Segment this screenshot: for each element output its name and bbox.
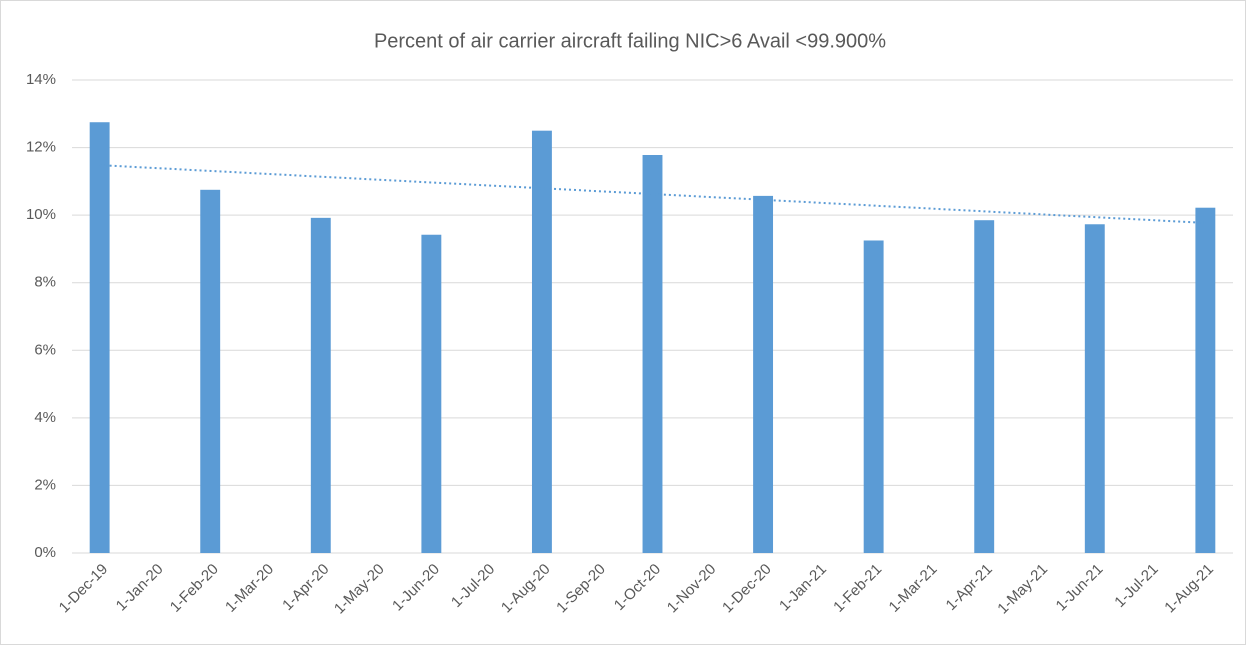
chart-title: Percent of air carrier aircraft failing …	[374, 30, 886, 52]
bar	[863, 240, 884, 553]
bar	[89, 122, 110, 553]
bar	[753, 195, 774, 553]
y-tick-label: 2%	[34, 476, 56, 493]
bar	[642, 155, 663, 554]
bar	[421, 234, 442, 553]
bar	[200, 189, 221, 553]
bar	[310, 217, 331, 554]
bar	[531, 130, 552, 553]
y-tick-label: 8%	[34, 274, 56, 291]
y-tick-label: 10%	[26, 206, 56, 223]
y-tick-label: 14%	[26, 71, 56, 88]
bar	[1195, 207, 1216, 553]
y-tick-label: 4%	[34, 409, 56, 426]
y-tick-label: 12%	[26, 139, 56, 156]
y-tick-label: 0%	[34, 544, 56, 561]
bar	[1084, 224, 1105, 553]
bar	[974, 220, 995, 554]
y-tick-label: 6%	[34, 341, 56, 358]
